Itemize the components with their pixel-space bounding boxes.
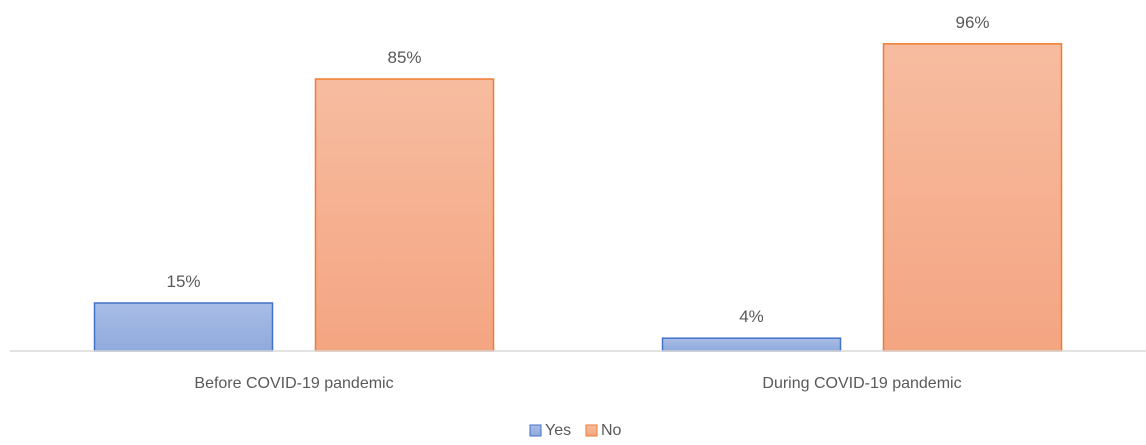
bar-no-1	[314, 78, 495, 352]
bar-no-2	[882, 43, 1063, 352]
legend-label-no: No	[601, 422, 622, 439]
legend-swatch-yes	[529, 424, 542, 437]
data-label-yes-2: 4%	[739, 307, 764, 326]
legend-label-yes: Yes	[545, 422, 571, 439]
data-label-yes-1: 15%	[166, 272, 200, 291]
category-labels-layer: Before COVID-19 pandemic During COVID-19 …	[194, 375, 961, 392]
category-label-2: During COVID-19 pandemic	[762, 375, 961, 392]
legend: Yes No	[529, 422, 622, 439]
category-label-1: Before COVID-19 pandemic	[194, 375, 393, 392]
bars-layer	[93, 43, 1063, 352]
data-label-no-2: 96%	[955, 13, 989, 32]
data-labels-layer: 15% 85% 4% 96%	[166, 13, 989, 326]
bar-yes-2	[661, 337, 842, 352]
bar-yes-1	[93, 302, 274, 352]
legend-swatch-no	[585, 424, 598, 437]
data-label-no-1: 85%	[387, 48, 421, 67]
